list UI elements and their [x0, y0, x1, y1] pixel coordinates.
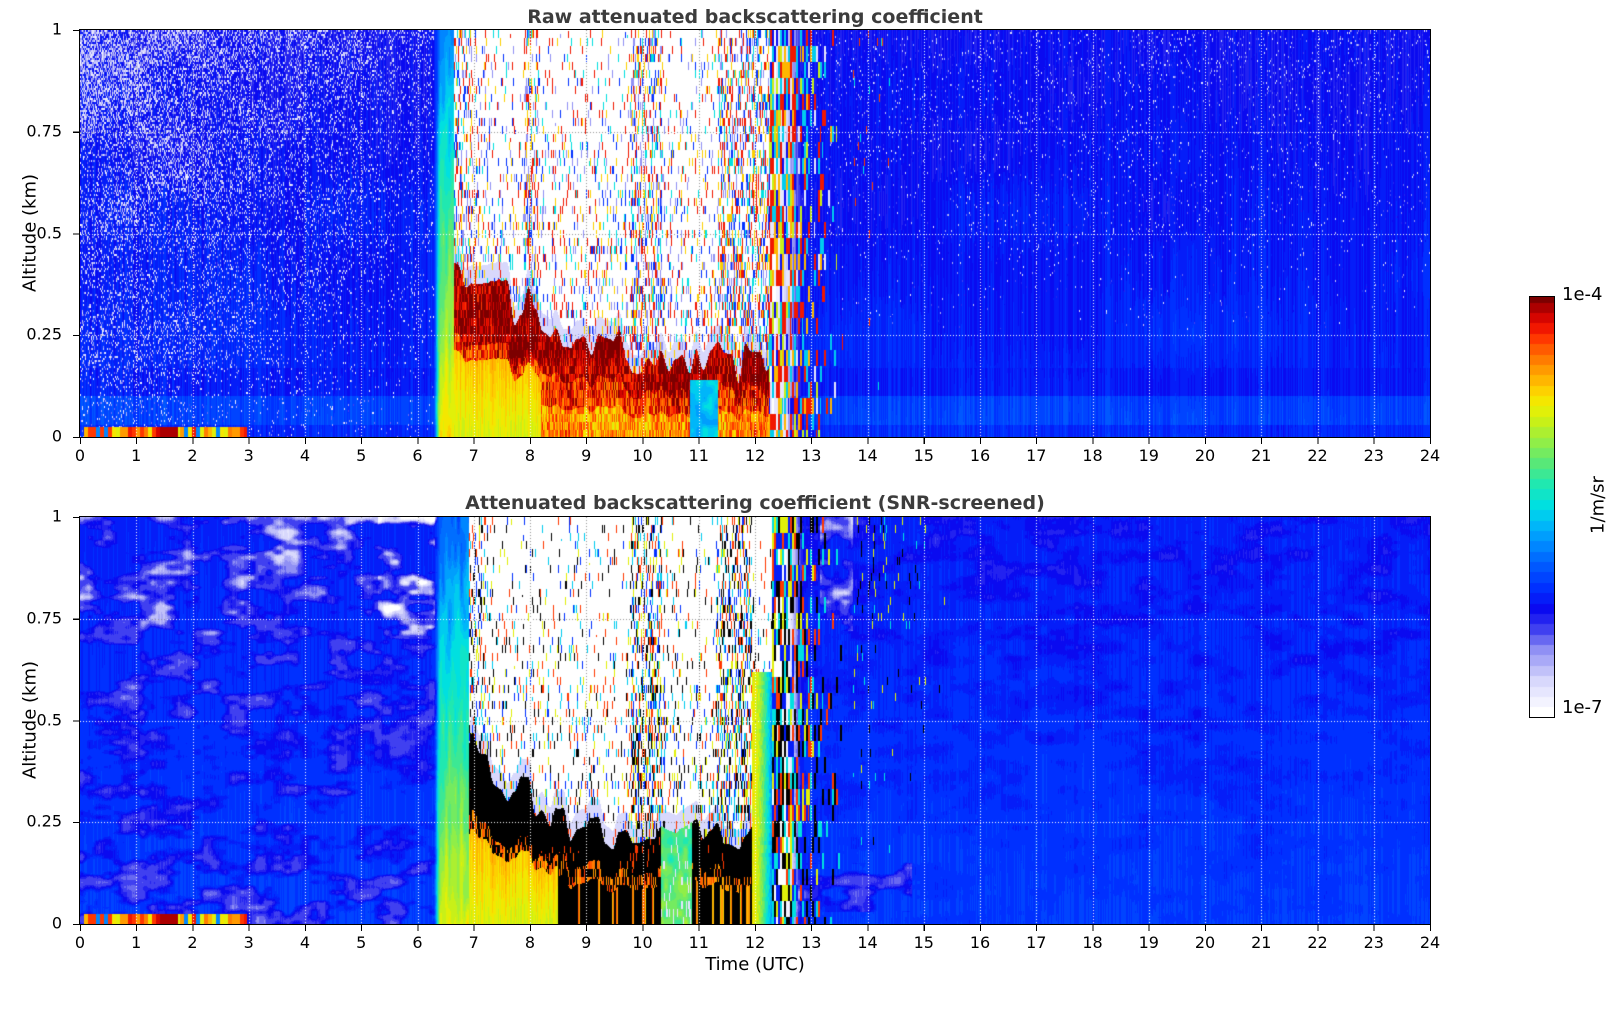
x-tick-label: 21	[1251, 933, 1272, 952]
x-tick-label: 7	[468, 933, 479, 952]
x-tick-label: 22	[1307, 933, 1328, 952]
y-tick-label: 0.25	[26, 324, 62, 344]
panel2-y-tickmarks	[73, 517, 79, 925]
x-tick-label: 11	[688, 933, 709, 952]
y-tick-label: 1	[51, 506, 62, 526]
panel1-title: Raw attenuated backscattering coefficien…	[527, 6, 983, 28]
x-tick-label: 10	[632, 933, 653, 952]
x-tick-label: 22	[1307, 446, 1328, 465]
x-tick-label: 23	[1363, 933, 1384, 952]
x-tick-label: 12	[744, 446, 766, 465]
x-tick-label: 2	[187, 446, 198, 465]
panel2-y-ticklabels: 1 0.75 0.5 0.25 0	[0, 507, 74, 933]
x-tick-label: 4	[299, 933, 311, 952]
panel1-x-ticklabels: 0 1 2 3 4 5 6 7 8 9 10 11 12 13 14 15 16 17 18 19 20 21 22 23 24	[75, 446, 1440, 466]
panel1-plot-area	[79, 29, 1431, 438]
x-tick-label: 4	[299, 446, 311, 465]
y-tick-label: 0.75	[26, 121, 62, 141]
x-tick-label: 17	[1026, 933, 1047, 952]
y-tick-label: 0.5	[36, 223, 62, 243]
x-tick-label: 6	[412, 933, 423, 952]
x-tick-label: 18	[1082, 933, 1103, 952]
x-tick-label: 21	[1251, 446, 1272, 465]
x-tick-label: 20	[1194, 933, 1216, 952]
panel2-x-tickmarks	[80, 925, 1431, 931]
x-tick-label: 6	[412, 446, 423, 465]
x-tick-label: 0	[74, 446, 86, 465]
panel2-heatmap-canvas	[80, 517, 1430, 924]
x-tick-label: 5	[356, 446, 367, 465]
x-tick-label: 19	[1138, 446, 1159, 465]
panel2-x-ticklabels: 0 1 2 3 4 5 6 7 8 9 10 11 12 13 14 15 16 17 18 19 20 21 22 23 24	[75, 933, 1440, 953]
x-tick-label: 10	[632, 446, 653, 465]
x-tick-label: 14	[857, 933, 878, 952]
x-tick-label: 15	[913, 446, 934, 465]
x-tick-label: 1	[131, 446, 142, 465]
panel1-y-axis-label: Altitude (km)	[19, 173, 41, 293]
x-tick-label: 7	[468, 446, 479, 465]
panel1-y-ticklabels: 1 0.75 0.5 0.25 0	[0, 20, 74, 446]
panel2-plot-area	[79, 516, 1431, 925]
panel2-y-axis-label: Altitude (km)	[19, 660, 41, 780]
x-tick-label: 20	[1194, 446, 1216, 465]
x-tick-label: 9	[581, 933, 592, 952]
x-tick-label: 12	[744, 933, 766, 952]
y-tick-label: 0.25	[26, 811, 62, 831]
colorbar-gradient-canvas	[1530, 297, 1554, 713]
x-tick-label: 24	[1419, 933, 1441, 952]
y-tick-label: 1	[51, 19, 62, 39]
x-tick-label: 2	[187, 933, 198, 952]
x-tick-label: 8	[524, 933, 536, 952]
x-tick-label: 3	[243, 446, 254, 465]
x-tick-label: 16	[969, 446, 991, 465]
x-tick-label: 24	[1419, 446, 1441, 465]
y-tick-label: 0	[51, 426, 62, 446]
x-tick-label: 13	[801, 933, 822, 952]
x-tick-label: 19	[1138, 933, 1159, 952]
x-tick-label: 18	[1082, 446, 1103, 465]
x-tick-label: 13	[801, 446, 822, 465]
x-tick-label: 5	[356, 933, 367, 952]
x-tick-label: 8	[524, 446, 536, 465]
x-tick-label: 1	[131, 933, 142, 952]
x-tick-label: 3	[243, 933, 254, 952]
x-axis-label: Time (UTC)	[705, 954, 805, 975]
x-tick-label: 23	[1363, 446, 1384, 465]
colorbar-min-label: 1e-7	[1562, 697, 1603, 718]
y-tick-label: 0.75	[26, 608, 62, 628]
colorbar-unit-label: 1/m/sr	[1587, 476, 1609, 534]
colorbar-max-label: 1e-4	[1562, 284, 1603, 305]
y-tick-label: 0.5	[36, 710, 62, 730]
x-tick-label: 9	[581, 446, 592, 465]
colorbar	[1529, 296, 1555, 718]
panel1-y-tickmarks	[73, 30, 79, 438]
y-tick-label: 0	[51, 913, 62, 933]
panel2-title: Attenuated backscattering coefficient (S…	[465, 492, 1045, 514]
x-tick-label: 11	[688, 446, 709, 465]
x-tick-label: 15	[913, 933, 934, 952]
x-tick-label: 0	[74, 933, 86, 952]
panel1-heatmap-canvas	[80, 30, 1430, 437]
x-tick-label: 14	[857, 446, 878, 465]
x-tick-label: 16	[969, 933, 991, 952]
panel1-x-tickmarks	[80, 438, 1431, 444]
x-tick-label: 17	[1026, 446, 1047, 465]
